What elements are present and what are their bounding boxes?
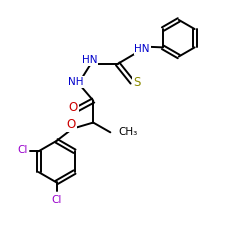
Text: S: S bbox=[133, 76, 140, 89]
Text: HN: HN bbox=[82, 55, 97, 65]
Text: Cl: Cl bbox=[18, 145, 28, 155]
Text: CH₃: CH₃ bbox=[118, 127, 138, 137]
Text: O: O bbox=[68, 102, 78, 114]
Text: O: O bbox=[66, 118, 76, 131]
Text: HN: HN bbox=[134, 44, 150, 54]
Text: Cl: Cl bbox=[51, 194, 62, 204]
Text: NH: NH bbox=[68, 77, 84, 87]
